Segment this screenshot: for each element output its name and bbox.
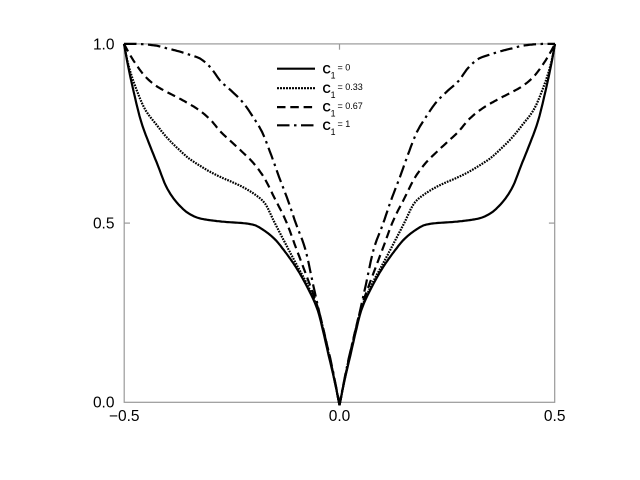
svg-text:= 0.33: = 0.33 <box>338 82 363 92</box>
svg-text:1: 1 <box>331 90 336 100</box>
svg-text:= 0: = 0 <box>338 63 351 73</box>
svg-text:−0.5: −0.5 <box>109 408 140 425</box>
svg-text:0.0: 0.0 <box>93 395 115 412</box>
svg-text:= 1: = 1 <box>338 119 351 129</box>
svg-text:1: 1 <box>331 109 336 119</box>
svg-text:C: C <box>323 64 331 76</box>
svg-text:= 0.67: = 0.67 <box>338 101 363 111</box>
svg-text:C: C <box>323 121 331 133</box>
svg-text:0.0: 0.0 <box>329 408 351 425</box>
svg-text:1.0: 1.0 <box>93 36 115 53</box>
svg-text:1: 1 <box>331 70 336 80</box>
svg-text:1: 1 <box>331 127 336 137</box>
svg-text:C: C <box>323 84 331 96</box>
svg-text:C: C <box>323 103 331 115</box>
svg-text:0.5: 0.5 <box>544 408 566 425</box>
svg-text:0.5: 0.5 <box>93 216 115 233</box>
